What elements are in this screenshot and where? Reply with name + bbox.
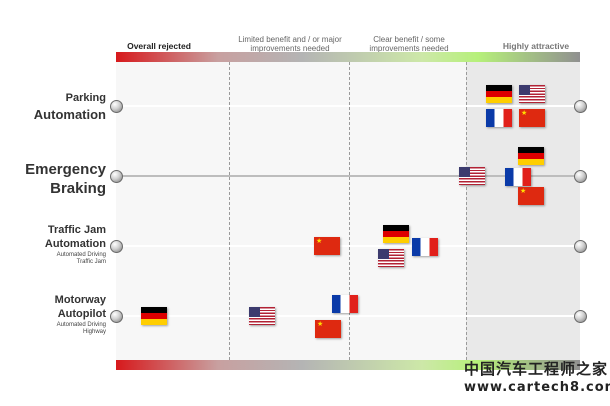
watermark-url: www.cartech8.com (464, 380, 610, 395)
scale-label-clear: Clear benefit / some improvements needed (369, 35, 449, 53)
row-title-emergency-line1: Emergency (25, 161, 106, 178)
row-knob-right (574, 100, 587, 113)
scale-label-rejected: Overall rejected (127, 41, 191, 51)
row-knob-left (110, 100, 123, 113)
germany-flag-icon (383, 225, 409, 243)
row-sub-trafficjam-line2: Traffic Jam (76, 259, 106, 265)
row-line-parking (116, 105, 580, 107)
usa-flag-icon (249, 307, 275, 325)
germany-flag-icon (141, 307, 167, 325)
row-title-trafficjam-line2: Automation (44, 238, 106, 250)
row-line-motorway (116, 315, 580, 317)
row-title-emergency-line2: Braking (50, 180, 106, 197)
row-title-motorway-line2: Autopilot (57, 308, 106, 320)
germany-flag-icon (518, 147, 544, 165)
france-flag-icon (332, 295, 358, 313)
france-flag-icon (486, 109, 512, 127)
germany-flag-icon (486, 85, 512, 103)
row-sub-motorway-line1: Automated Driving (56, 322, 106, 328)
divider-attractive (466, 62, 467, 360)
bottom-gradient-scale (116, 360, 580, 370)
china-flag-icon (315, 320, 341, 338)
divider-limited (229, 62, 230, 360)
top-gradient-scale (116, 52, 580, 62)
china-flag-icon (314, 237, 340, 255)
china-flag-icon (519, 109, 545, 127)
row-sub-trafficjam-line1: Automated Driving (56, 252, 106, 258)
usa-flag-icon (459, 167, 485, 185)
scale-label-attractive: Highly attractive (502, 41, 570, 51)
divider-clear (349, 62, 350, 360)
row-knob-right (574, 240, 587, 253)
row-line-trafficjam (116, 245, 580, 247)
usa-flag-icon (519, 85, 545, 103)
watermark-cn: 中国汽车工程师之家 (464, 360, 609, 378)
usa-flag-icon (378, 249, 404, 267)
row-sub-motorway-line2: Highway (82, 329, 106, 335)
france-flag-icon (412, 238, 438, 256)
row-line-emergency (116, 175, 580, 177)
row-knob-left (110, 240, 123, 253)
row-knob-right (574, 310, 587, 323)
china-flag-icon (518, 187, 544, 205)
row-title-parking-line2: Automation (33, 107, 106, 122)
row-knob-left (110, 170, 123, 183)
row-knob-left (110, 310, 123, 323)
scale-label-limited: Limited benefit and / or major improveme… (238, 35, 342, 53)
row-title-parking-line1: Parking (65, 92, 106, 104)
row-knob-right (574, 170, 587, 183)
france-flag-icon (505, 168, 531, 186)
row-title-motorway-line1: Motorway (54, 294, 106, 306)
row-title-trafficjam-line1: Traffic Jam (47, 224, 106, 236)
